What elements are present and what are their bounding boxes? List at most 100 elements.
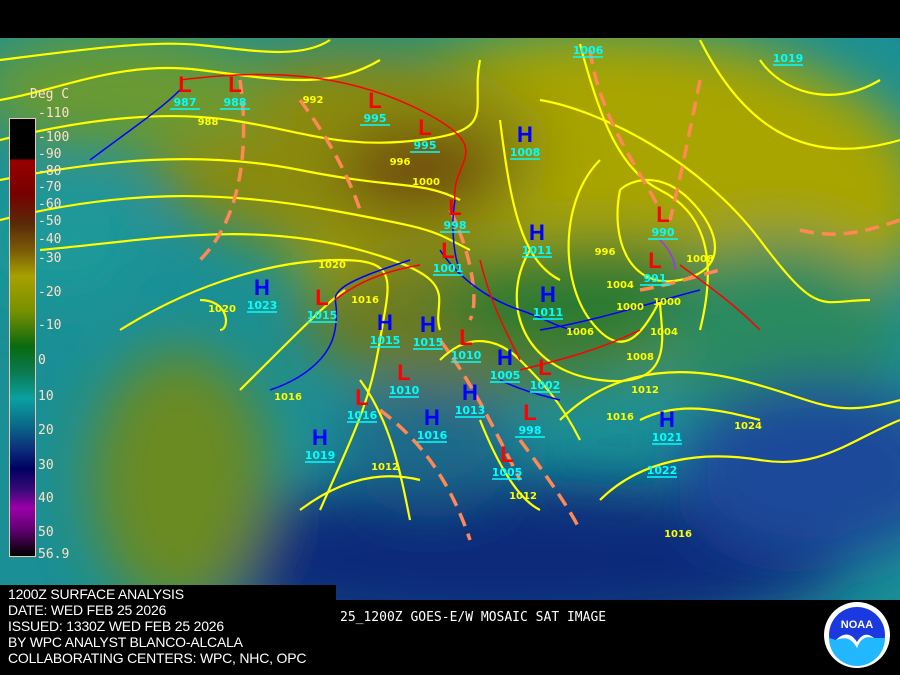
high-pressure-center: H (424, 405, 440, 430)
pressure-value-label: 1019 (305, 449, 336, 462)
low-pressure-center: L (656, 202, 669, 227)
low-pressure-center: L (368, 88, 381, 113)
isobar-label: 996 (595, 247, 616, 258)
isobar-line (0, 59, 482, 144)
isobar-label: 1000 (616, 302, 644, 313)
low-pressure-center: L (500, 442, 513, 467)
high-pressure-center: H (529, 220, 545, 245)
colorbar-tick-label: -50 (38, 214, 62, 229)
pressure-value-label: 1006 (573, 44, 604, 57)
pressure-value-label: 1015 (307, 309, 338, 322)
troughs (198, 49, 900, 541)
pressure-value-label: 1011 (533, 306, 564, 319)
warm-front (519, 329, 641, 371)
noaa-logo-icon: NOAA (824, 602, 890, 668)
colorbar-tick-label: 40 (38, 491, 54, 506)
isobar-line (119, 258, 389, 511)
colorbar-tick-label: -60 (38, 197, 62, 212)
cold-front (539, 289, 701, 331)
isobar-line (0, 59, 381, 102)
fronts (89, 73, 761, 401)
info-centers: COLLABORATING CENTERS: WPC, NHC, OPC (8, 650, 307, 666)
trough-line (438, 338, 522, 481)
warm-front (679, 264, 761, 331)
low-pressure-center: L (441, 238, 454, 263)
isobar-label: 1004 (606, 280, 634, 291)
isobar-line (639, 407, 761, 422)
isobar-label: 1016 (606, 412, 634, 423)
pressure-value-label: 995 (364, 112, 387, 125)
colorbar-tick-label: -90 (38, 147, 62, 162)
isobar-line (599, 418, 900, 501)
high-pressure-center: H (497, 345, 513, 370)
colorbar-tick-label: -30 (38, 251, 62, 266)
low-pressure-center: L (523, 400, 536, 425)
colorbar-tick-label: 56.9 (38, 547, 70, 562)
isobar-line (0, 158, 461, 201)
pressure-value-label: 1021 (652, 431, 683, 444)
isobar-label: 1016 (274, 392, 302, 403)
isobar-line (478, 419, 541, 511)
pressure-value-label: 1010 (451, 349, 482, 362)
pressure-value-label: 1015 (370, 334, 401, 347)
low-pressure-center: L (418, 115, 431, 140)
low-pressure-center: L (315, 285, 328, 310)
temperature-colorbar (9, 118, 36, 557)
isobar-label: 996 (390, 157, 411, 168)
pressure-value-label: 1010 (389, 384, 420, 397)
colorbar-tick-label: -10 (38, 318, 62, 333)
isobars (0, 39, 900, 521)
pressure-value-label: 1015 (413, 336, 444, 349)
isobar-label: 1020 (208, 304, 236, 315)
colorbar-tick-label: 20 (38, 423, 54, 438)
pressure-value-label: 998 (444, 219, 467, 232)
high-pressure-center: H (377, 310, 393, 335)
high-pressure-center: H (517, 122, 533, 147)
isobar-line (498, 119, 561, 281)
pressure-value-label: 1002 (530, 379, 561, 392)
isobar-line (699, 39, 900, 150)
isobar-label: 1012 (371, 462, 399, 473)
pressure-value-label: 1013 (455, 404, 486, 417)
pressure-value-label: 998 (519, 424, 542, 437)
isobar-line (299, 475, 421, 511)
pressure-value-label: 991 (644, 272, 667, 285)
isobar-label: 1000 (412, 177, 440, 188)
isobar-line (39, 233, 442, 331)
isobar-label: 1016 (664, 529, 692, 540)
pressure-value-label: 1023 (247, 299, 278, 312)
isobar-label: 1016 (351, 295, 379, 306)
isobar-label: 1000 (653, 297, 681, 308)
analysis-info-box: 1200Z SURFACE ANALYSIS DATE: WED FEB 25 … (0, 585, 336, 675)
pressure-value-label: 1022 (647, 464, 678, 477)
isobar-line (0, 195, 471, 251)
pressure-value-label: 988 (224, 96, 247, 109)
cold-front (439, 249, 581, 331)
isobar-line (759, 59, 881, 96)
isobar-label: 988 (198, 117, 219, 128)
isobar-line (539, 98, 871, 304)
high-pressure-center: H (420, 312, 436, 337)
info-issued: ISSUED: 1330Z WED FEB 25 2026 (8, 618, 224, 634)
low-pressure-center: L (448, 195, 461, 220)
pressure-value-label: 987 (174, 96, 197, 109)
isobar-line (515, 249, 664, 383)
low-pressure-center: L (228, 72, 241, 97)
colorbar-tick-label: 30 (38, 458, 54, 473)
high-pressure-center: H (462, 380, 478, 405)
colorbar-tick-label: -70 (38, 180, 62, 195)
warm-front (479, 259, 521, 361)
pressure-value-label: 1005 (490, 369, 521, 382)
isobar-line (0, 39, 331, 62)
low-pressure-center: L (355, 385, 368, 410)
isobar-label: 1024 (734, 421, 762, 432)
isobar-label: 1008 (626, 352, 654, 363)
pressure-value-label: 1001 (433, 262, 464, 275)
high-pressure-center: H (659, 407, 675, 432)
pressure-value-label: 1008 (510, 146, 541, 159)
satellite-caption: 25_1200Z GOES-E/W MOSAIC SAT IMAGE (340, 610, 607, 625)
colorbar-title: Deg C (30, 87, 70, 102)
pressure-value-label: 1016 (417, 429, 448, 442)
